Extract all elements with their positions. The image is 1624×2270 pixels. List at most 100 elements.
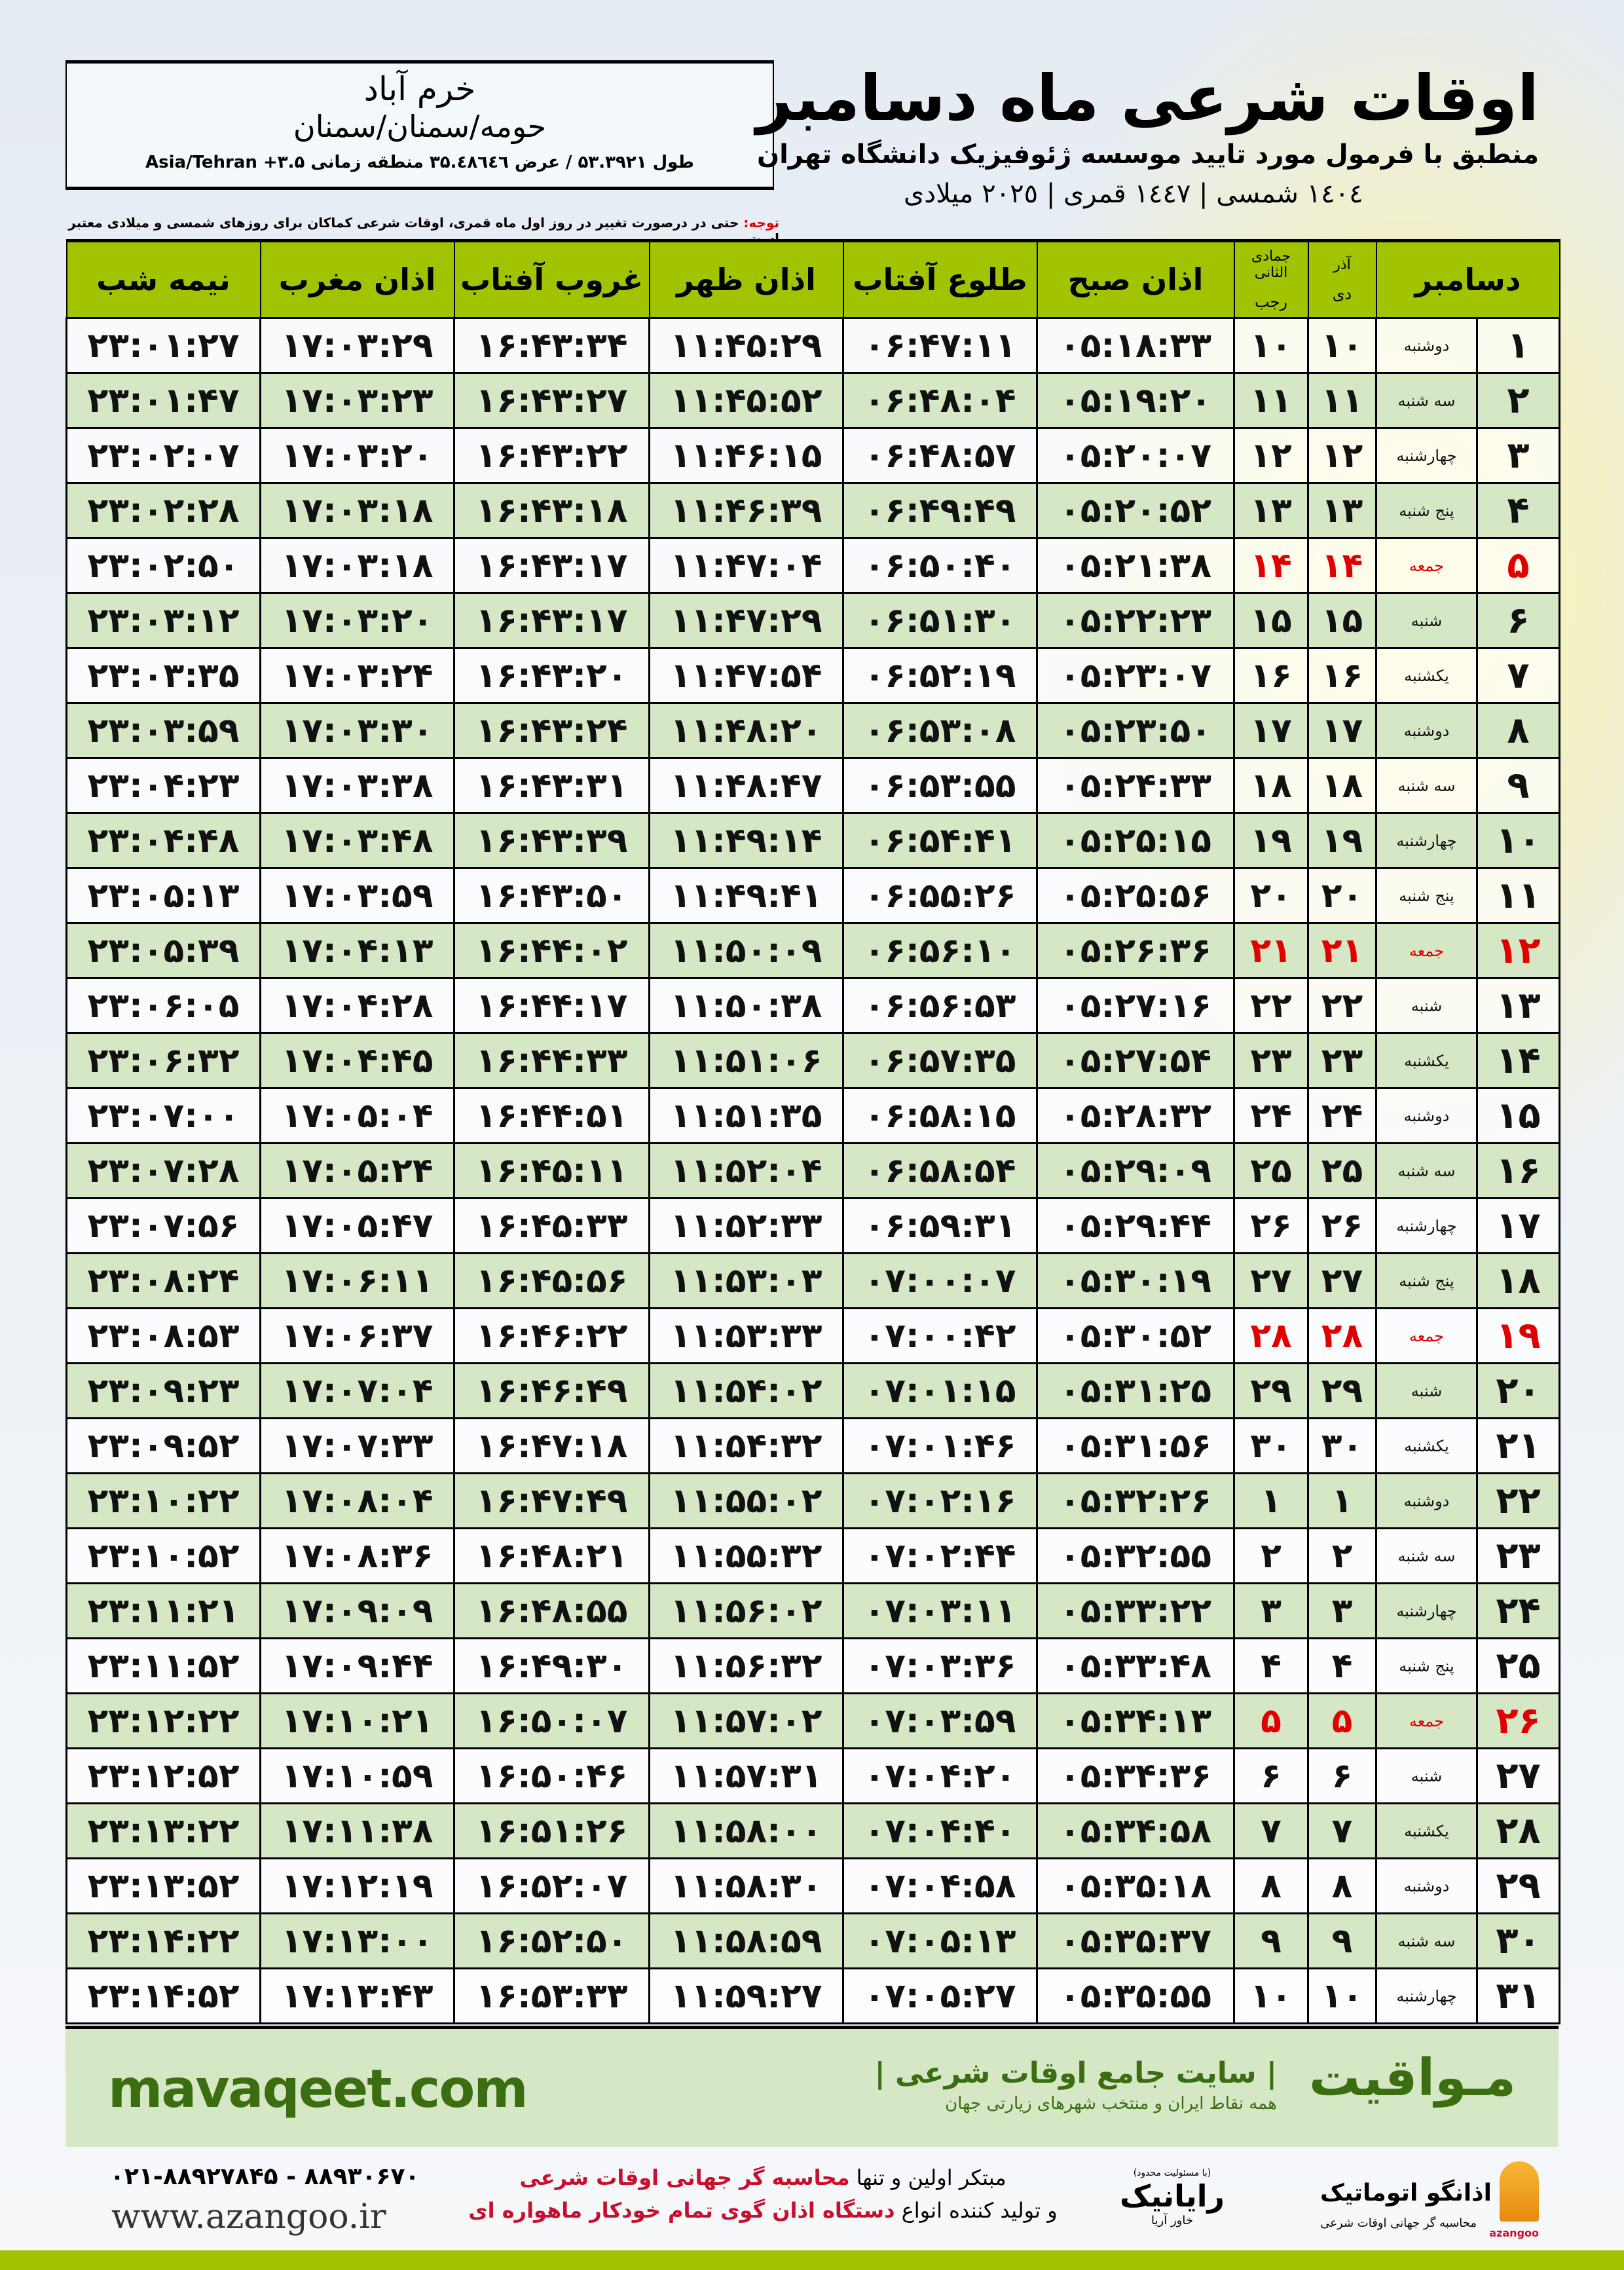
cell-midnight: ۲۳:۰۷:۵۶ <box>65 1197 261 1254</box>
cell-dhuhr: ۱۱:۴۵:۵۲ <box>648 372 844 429</box>
cell-sunrise: ۰۶:۵۶:۵۳ <box>842 977 1038 1034</box>
cell-dhuhr: ۱۱:۴۸:۲۰ <box>648 702 844 759</box>
cell-fajr: ۰۵:۳۳:۲۲ <box>1036 1582 1235 1639</box>
cell-fajr: ۰۵:۲۳:۰۷ <box>1036 647 1235 704</box>
cell-maghrib: ۱۷:۰۶:۳۷ <box>259 1307 455 1364</box>
table-row: ۱۹ جمعه ۲۸ ۲۸ ۰۵:۳۰:۵۲ ۰۷:۰۰:۴۲ ۱۱:۵۳:۳۳ ۱۶:۴۶:… <box>65 1307 1560 1364</box>
cell-sunset: ۱۶:۴۷:۱۸ <box>453 1417 650 1474</box>
cell-weekday: چهارشنبه <box>1375 1197 1478 1254</box>
table-row: ۱۵ دوشنبه ۲۴ ۲۴ ۰۵:۲۸:۳۲ ۰۶:۵۸:۱۵ ۱۱:۵۱:۳۵ ۱۶:۴… <box>65 1087 1560 1144</box>
cell-maghrib: ۱۷:۱۰:۲۱ <box>259 1692 455 1749</box>
cell-sunrise: ۰۷:۰۳:۵۹ <box>842 1692 1038 1749</box>
mavaqeet-link[interactable]: mavaqeet.com <box>108 2058 528 2119</box>
cell-rajab: ۹ <box>1233 1912 1309 1969</box>
cell-day: ۲۳ <box>1476 1527 1560 1584</box>
cell-fajr: ۰۵:۳۵:۱۸ <box>1036 1857 1235 1914</box>
cell-sunset: ۱۶:۴۳:۳۴ <box>453 317 650 374</box>
cell-day: ۲۶ <box>1476 1692 1560 1749</box>
cell-weekday: شنبه <box>1375 1362 1478 1419</box>
cell-day: ۲۱ <box>1476 1417 1560 1474</box>
cell-dhuhr: ۱۱:۵۱:۰۶ <box>648 1032 844 1089</box>
cell-sunset: ۱۶:۴۴:۳۳ <box>453 1032 650 1089</box>
cell-dey: ۲۹ <box>1307 1362 1377 1419</box>
cell-sunset: ۱۶:۵۲:۵۰ <box>453 1912 650 1969</box>
table-row: ۲۵ پنج شنبه ۴ ۴ ۰۵:۳۳:۴۸ ۰۷:۰۳:۳۶ ۱۱:۵۶:۳۲ ۱۶:۴… <box>65 1637 1560 1694</box>
cell-maghrib: ۱۷:۱۳:۰۰ <box>259 1912 455 1969</box>
cell-day: ۸ <box>1476 702 1560 759</box>
cell-sunrise: ۰۷:۰۰:۴۲ <box>842 1307 1038 1364</box>
cell-dhuhr: ۱۱:۵۸:۵۹ <box>648 1912 844 1969</box>
cell-fajr: ۰۵:۲۶:۳۶ <box>1036 922 1235 979</box>
cell-maghrib: ۱۷:۰۹:۴۴ <box>259 1637 455 1694</box>
cell-dhuhr: ۱۱:۵۳:۳۳ <box>648 1307 844 1364</box>
table-row: ۲۸ یکشنبه ۷ ۷ ۰۵:۳۴:۵۸ ۰۷:۰۴:۴۰ ۱۱:۵۸:۰۰ ۱۶:۵۱:… <box>65 1802 1560 1859</box>
cell-rajab: ۲۹ <box>1233 1362 1309 1419</box>
cell-sunset: ۱۶:۴۶:۲۲ <box>453 1307 650 1364</box>
cell-dhuhr: ۱۱:۴۹:۴۱ <box>648 867 844 924</box>
cell-dhuhr: ۱۱:۴۵:۲۹ <box>648 317 844 374</box>
cell-maghrib: ۱۷:۰۳:۱۸ <box>259 537 455 594</box>
cell-fajr: ۰۵:۲۹:۰۹ <box>1036 1142 1235 1199</box>
cell-day: ۲۰ <box>1476 1362 1560 1419</box>
cell-weekday: سه شنبه <box>1375 1142 1478 1199</box>
cell-maghrib: ۱۷:۰۹:۰۹ <box>259 1582 455 1639</box>
cell-sunrise: ۰۷:۰۴:۲۰ <box>842 1747 1038 1804</box>
cell-weekday: پنج شنبه <box>1375 1637 1478 1694</box>
cell-midnight: ۲۳:۰۷:۲۸ <box>65 1142 261 1199</box>
cell-fajr: ۰۵:۲۷:۱۶ <box>1036 977 1235 1034</box>
cell-sunset: ۱۶:۴۸:۵۵ <box>453 1582 650 1639</box>
cell-midnight: ۲۳:۱۰:۲۲ <box>65 1472 261 1529</box>
cell-midnight: ۲۳:۰۹:۲۳ <box>65 1362 261 1419</box>
col-azar: آذر <box>1333 256 1351 273</box>
cell-maghrib: ۱۷:۱۲:۱۹ <box>259 1857 455 1914</box>
cell-dhuhr: ۱۱:۵۶:۰۲ <box>648 1582 844 1639</box>
cell-dey: ۲۷ <box>1307 1252 1377 1309</box>
cell-maghrib: ۱۷:۰۸:۰۴ <box>259 1472 455 1529</box>
cell-midnight: ۲۳:۰۷:۰۰ <box>65 1087 261 1144</box>
promo1-b: محاسبه گر جهانی اوقات شرعی <box>519 2165 850 2190</box>
cell-weekday: چهارشنبه <box>1375 1967 1478 2024</box>
cell-maghrib: ۱۷:۰۳:۱۸ <box>259 482 455 539</box>
cell-fajr: ۰۵:۳۲:۲۶ <box>1036 1472 1235 1529</box>
tagline-main: | سایت جامع اوقات شرعی | <box>874 2056 1277 2090</box>
cell-sunrise: ۰۷:۰۴:۴۰ <box>842 1802 1038 1859</box>
cell-dey: ۲۸ <box>1307 1307 1377 1364</box>
cell-sunset: ۱۶:۴۳:۵۰ <box>453 867 650 924</box>
cell-midnight: ۲۳:۰۵:۳۹ <box>65 922 261 979</box>
cell-sunset: ۱۶:۴۶:۴۹ <box>453 1362 650 1419</box>
tagline-sub: همه نقاط ایران و منتخب شهرهای زیارتی جها… <box>945 2094 1277 2113</box>
cell-sunset: ۱۶:۴۳:۲۴ <box>453 702 650 759</box>
cell-weekday: سه شنبه <box>1375 757 1478 814</box>
col-rajab: رجب <box>1255 293 1287 311</box>
cell-midnight: ۲۳:۱۴:۵۲ <box>65 1967 261 2024</box>
cell-rajab: ۱۸ <box>1233 757 1309 814</box>
cell-midnight: ۲۳:۰۲:۰۷ <box>65 427 261 484</box>
cell-dey: ۷ <box>1307 1802 1377 1859</box>
cell-rajab: ۲۷ <box>1233 1252 1309 1309</box>
azangoo-link[interactable]: www.azangoo.ir <box>111 2197 386 2237</box>
rayanik-note: (با مسئولیت محدود) <box>1133 2168 1211 2178</box>
cell-sunrise: ۰۶:۵۰:۴۰ <box>842 537 1038 594</box>
cell-fajr: ۰۵:۳۱:۵۶ <box>1036 1417 1235 1474</box>
cell-fajr: ۰۵:۲۴:۳۳ <box>1036 757 1235 814</box>
cell-sunrise: ۰۷:۰۱:۱۵ <box>842 1362 1038 1419</box>
table-row: ۲۴ چهارشنبه ۳ ۳ ۰۵:۳۳:۲۲ ۰۷:۰۳:۱۱ ۱۱:۵۶:۰۲ ۱۶:۴… <box>65 1582 1560 1639</box>
cell-day: ۲ <box>1476 372 1560 429</box>
table-row: ۱۷ چهارشنبه ۲۶ ۲۶ ۰۵:۲۹:۴۴ ۰۶:۵۹:۳۱ ۱۱:۵۲:۳۳ ۱۶… <box>65 1197 1560 1254</box>
cell-day: ۵ <box>1476 537 1560 594</box>
table-row: ۴ پنج شنبه ۱۳ ۱۳ ۰۵:۲۰:۵۲ ۰۶:۴۹:۴۹ ۱۱:۴۶:۳۹ ۱۶:… <box>65 482 1560 539</box>
cell-midnight: ۲۳:۱۳:۲۲ <box>65 1802 261 1859</box>
cell-dhuhr: ۱۱:۵۹:۲۷ <box>648 1967 844 2024</box>
cell-sunrise: ۰۶:۵۶:۱۰ <box>842 922 1038 979</box>
table-row: ۲۹ دوشنبه ۸ ۸ ۰۵:۳۵:۱۸ ۰۷:۰۴:۵۸ ۱۱:۵۸:۳۰ ۱۶:۵۲:… <box>65 1857 1560 1914</box>
rayanik-sub: خاور آریا <box>1151 2214 1193 2227</box>
cell-maghrib: ۱۷:۰۳:۲۰ <box>259 427 455 484</box>
cell-day: ۲۴ <box>1476 1582 1560 1639</box>
cell-fajr: ۰۵:۱۸:۳۳ <box>1036 317 1235 374</box>
cell-weekday: دوشنبه <box>1375 702 1478 759</box>
cell-midnight: ۲۳:۰۸:۲۴ <box>65 1252 261 1309</box>
cell-dey: ۱۱ <box>1307 372 1377 429</box>
cell-rajab: ۱۲ <box>1233 427 1309 484</box>
note-label: توجه: <box>743 215 779 231</box>
cell-dhuhr: ۱۱:۴۹:۱۴ <box>648 812 844 869</box>
